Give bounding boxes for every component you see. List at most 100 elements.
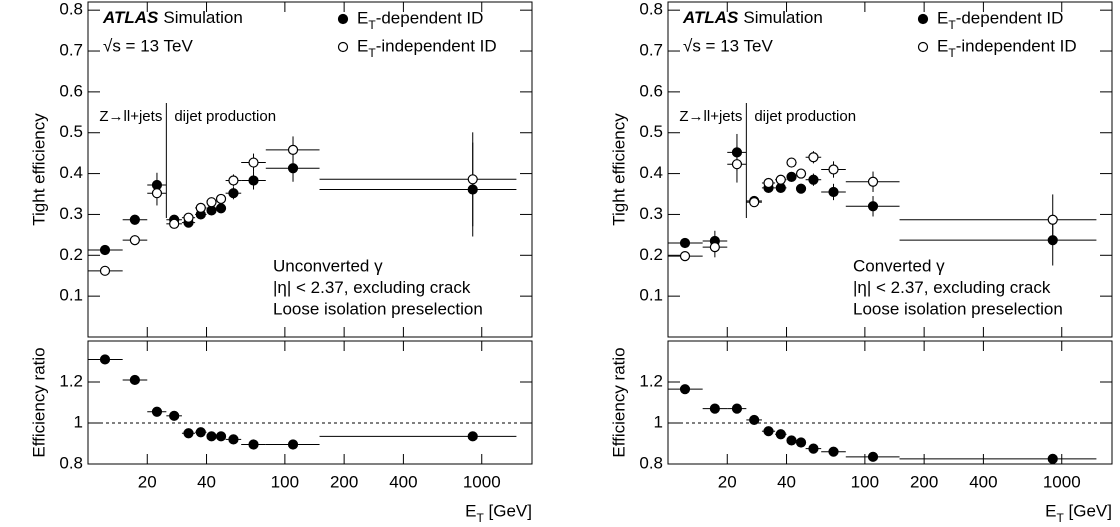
experiment-name: ATLAS: [682, 8, 739, 27]
y-axis-label: Efficiency ratio: [609, 347, 628, 457]
legend-label: ET-independent ID: [357, 36, 497, 60]
energy-label: √s = 13 TeV: [103, 36, 193, 55]
y-tick-label: 1: [74, 412, 83, 431]
data-point: [169, 410, 180, 421]
data-point: [206, 197, 217, 208]
data-point: [775, 174, 786, 185]
legend-marker: [917, 41, 929, 53]
data-point: [709, 403, 720, 414]
data-point: [467, 174, 478, 185]
data-point: [1047, 453, 1058, 464]
data-point: [151, 188, 163, 199]
y-tick-label: 0.1: [639, 286, 663, 305]
legend-label: ET-dependent ID: [937, 8, 1063, 32]
experiment-name: ATLAS: [102, 8, 159, 27]
data-point: [867, 451, 879, 462]
y-tick-label: 0.4: [639, 163, 663, 182]
data-point: [287, 439, 299, 450]
data-point: [808, 174, 819, 185]
atlas-label: ATLAS Simulation: [682, 8, 823, 27]
y-tick-label: 0.8: [639, 0, 663, 19]
y-tick-label: 1.2: [59, 371, 83, 390]
data-point: [215, 203, 227, 214]
y-tick-label: 1.2: [639, 371, 663, 390]
y-axis-label: Tight efficiency: [29, 113, 48, 226]
data-point: [867, 176, 879, 187]
annotation: Unconverted γ: [273, 256, 383, 275]
data-point: [215, 431, 227, 442]
x-tick-label: 200: [910, 472, 938, 491]
plot-frame: [87, 1, 533, 338]
y-tick-label: 0.8: [639, 453, 663, 472]
x-tick-label: 400: [969, 472, 997, 491]
data-point: [467, 431, 478, 442]
data-point: [248, 175, 259, 186]
data-point: [749, 197, 760, 208]
data-point: [749, 414, 760, 426]
x-tick-label: 400: [389, 472, 417, 491]
data-point: [169, 218, 180, 229]
data-point: [795, 437, 807, 448]
y-tick-label: 0.6: [59, 81, 83, 100]
x-tick-label: 40: [777, 472, 796, 491]
y-tick-label: 0.3: [59, 204, 83, 223]
region-label: Z→ll+jets: [99, 108, 162, 125]
y-tick-label: 0.5: [59, 122, 83, 141]
data-point: [808, 152, 819, 163]
data-point: [183, 212, 194, 223]
annotation: Converted γ: [853, 256, 945, 275]
legend-marker: [337, 13, 349, 25]
x-tick-label: 40: [197, 472, 216, 491]
plot-frame: [667, 1, 1113, 338]
data-point: [828, 186, 839, 198]
data-point: [195, 202, 206, 214]
x-axis-label: ET [GeV]: [1045, 501, 1112, 525]
region-label: Z→ll+jets: [679, 108, 742, 125]
plot-frame: [667, 340, 1113, 465]
data-point: [679, 384, 691, 395]
energy-label: √s = 13 TeV: [683, 36, 773, 55]
x-tick-label: 200: [330, 472, 358, 491]
data-point: [786, 157, 797, 168]
data-point: [287, 163, 299, 174]
x-tick-label: 20: [718, 472, 737, 491]
region-label: dijet production: [754, 108, 856, 125]
x-tick-label: 100: [271, 472, 299, 491]
legend-marker: [917, 13, 929, 25]
legend-label: ET-independent ID: [937, 36, 1077, 60]
y-tick-label: 0.3: [639, 204, 663, 223]
data-point: [828, 164, 839, 175]
legend-label: ET-dependent ID: [357, 8, 483, 32]
data-point: [763, 177, 774, 189]
y-tick-label: 0.7: [639, 41, 663, 60]
x-tick-label: 1000: [1043, 472, 1081, 491]
x-axis-label: ET [GeV]: [465, 501, 532, 525]
y-tick-label: 0.8: [59, 453, 83, 472]
region-label: dijet production: [174, 108, 276, 125]
data-point: [129, 214, 140, 225]
y-tick-label: 0.1: [59, 286, 83, 305]
data-point: [99, 265, 111, 276]
y-tick-label: 0.4: [59, 163, 83, 182]
y-tick-label: 0.2: [59, 245, 83, 264]
y-tick-label: 0.8: [59, 0, 83, 19]
data-point: [228, 434, 239, 445]
data-point: [786, 171, 797, 182]
data-point: [287, 144, 299, 155]
data-point: [795, 183, 807, 194]
data-point: [1047, 214, 1058, 225]
data-point: [215, 193, 227, 205]
data-point: [828, 446, 839, 457]
y-tick-label: 1: [654, 412, 663, 431]
y-axis-label: Efficiency ratio: [29, 347, 48, 457]
data-point: [99, 354, 111, 365]
y-axis-label: Tight efficiency: [609, 113, 628, 226]
data-point: [183, 428, 194, 439]
y-tick-label: 0.2: [639, 245, 663, 264]
data-point: [151, 406, 163, 417]
data-point: [867, 201, 879, 212]
data-point: [679, 237, 691, 249]
data-point: [248, 157, 259, 168]
